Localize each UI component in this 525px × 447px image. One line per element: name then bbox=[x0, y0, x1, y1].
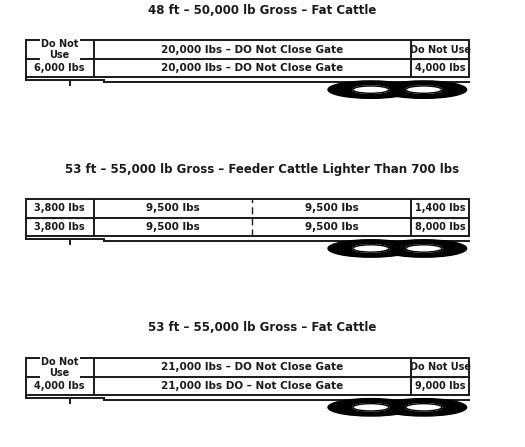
Circle shape bbox=[353, 86, 389, 93]
Circle shape bbox=[406, 86, 442, 93]
Text: 6,000 lbs: 6,000 lbs bbox=[35, 63, 85, 73]
Title: 53 ft – 55,000 lb Gross – Fat Cattle: 53 ft – 55,000 lb Gross – Fat Cattle bbox=[148, 321, 377, 334]
Circle shape bbox=[381, 399, 467, 416]
Text: 9,500 lbs: 9,500 lbs bbox=[305, 203, 359, 214]
Bar bbox=[26, 199, 469, 236]
Circle shape bbox=[328, 240, 414, 257]
Title: 53 ft – 55,000 lb Gross – Feeder Cattle Lighter Than 700 lbs: 53 ft – 55,000 lb Gross – Feeder Cattle … bbox=[66, 163, 459, 176]
Circle shape bbox=[381, 240, 467, 257]
Text: Do Not
Use: Do Not Use bbox=[41, 39, 78, 60]
Bar bbox=[26, 358, 469, 395]
Title: 48 ft – 50,000 lb Gross – Fat Cattle: 48 ft – 50,000 lb Gross – Fat Cattle bbox=[148, 4, 377, 17]
Text: 4,000 lbs: 4,000 lbs bbox=[35, 381, 85, 391]
Circle shape bbox=[353, 404, 389, 411]
Circle shape bbox=[381, 81, 467, 98]
Text: Do Not Use: Do Not Use bbox=[410, 45, 470, 55]
Bar bbox=[26, 40, 469, 77]
Text: 3,800 lbs: 3,800 lbs bbox=[34, 222, 85, 232]
Circle shape bbox=[328, 399, 414, 416]
Text: Do Not
Use: Do Not Use bbox=[41, 357, 78, 378]
Text: 9,000 lbs: 9,000 lbs bbox=[415, 381, 465, 391]
Text: 8,000 lbs: 8,000 lbs bbox=[415, 222, 466, 232]
Text: 3,800 lbs: 3,800 lbs bbox=[34, 203, 85, 214]
Text: 20,000 lbs – DO Not Close Gate: 20,000 lbs – DO Not Close Gate bbox=[161, 63, 343, 73]
Circle shape bbox=[406, 404, 442, 411]
Text: 21,000 lbs – DO Not Close Gate: 21,000 lbs – DO Not Close Gate bbox=[161, 363, 343, 372]
Text: 4,000 lbs: 4,000 lbs bbox=[415, 63, 465, 73]
Text: 21,000 lbs DO – Not Close Gate: 21,000 lbs DO – Not Close Gate bbox=[161, 381, 343, 391]
Text: 9,500 lbs: 9,500 lbs bbox=[305, 222, 359, 232]
Text: 9,500 lbs: 9,500 lbs bbox=[146, 222, 200, 232]
Circle shape bbox=[406, 245, 442, 252]
Text: 1,400 lbs: 1,400 lbs bbox=[415, 203, 465, 214]
Circle shape bbox=[328, 81, 414, 98]
Text: Do Not Use: Do Not Use bbox=[410, 363, 470, 372]
Text: 9,500 lbs: 9,500 lbs bbox=[146, 203, 200, 214]
Text: 20,000 lbs – DO Not Close Gate: 20,000 lbs – DO Not Close Gate bbox=[161, 45, 343, 55]
Circle shape bbox=[353, 245, 389, 252]
